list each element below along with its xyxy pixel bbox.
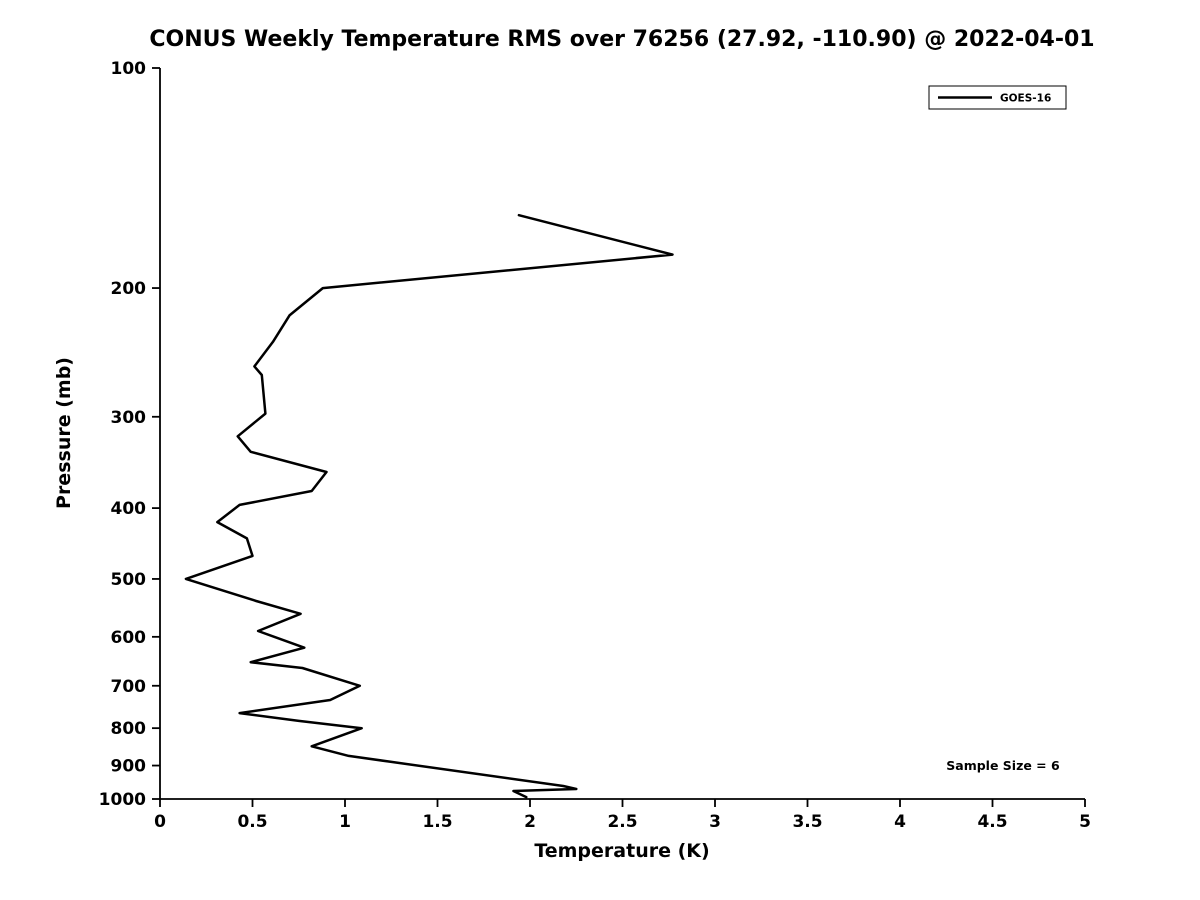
x-tick-label: 2	[524, 812, 536, 832]
x-tick-label: 4	[894, 812, 906, 832]
x-tick-label: 3.5	[792, 812, 822, 832]
legend-box: GOES-16	[928, 85, 1067, 110]
y-tick-label: 900	[111, 757, 147, 777]
x-tick-label: 1	[339, 812, 351, 832]
y-tick-label: 400	[111, 499, 147, 519]
y-tick-label: 1000	[99, 790, 146, 810]
x-tick-label: 0.5	[237, 812, 267, 832]
y-tick-label: 800	[111, 719, 147, 739]
y-tick-label: 600	[111, 628, 147, 648]
y-tick-label: 700	[111, 677, 147, 697]
legend-frame	[928, 85, 1067, 110]
y-tick-label: 300	[111, 408, 147, 428]
series-layer	[184, 213, 674, 799]
x-tick-label: 0	[154, 812, 166, 832]
chart-title: CONUS Weekly Temperature RMS over 76256 …	[149, 27, 1094, 52]
legend-label: GOES-16	[1000, 93, 1051, 105]
y-axis-label: Pressure (mb)	[53, 357, 75, 509]
x-tick-label: 1.5	[422, 812, 452, 832]
x-tick-label: 4.5	[977, 812, 1007, 832]
y-tick-label: 100	[111, 59, 147, 79]
goes16-rms-line	[184, 213, 674, 799]
y-tick-label: 200	[111, 279, 147, 299]
sample-size-annotation: Sample Size = 6	[946, 758, 1060, 773]
y-tick-label: 500	[111, 570, 147, 590]
axes: 0 0.5 1 1.5 2 2.5 3 3.5 4 4.5 5 100 200 300 400 500 600 7…	[99, 59, 1091, 832]
x-tick-label: 5	[1079, 812, 1091, 832]
x-axis-label: Temperature (K)	[534, 840, 709, 862]
x-tick-label: 2.5	[607, 812, 637, 832]
x-tick-label: 3	[709, 812, 721, 832]
